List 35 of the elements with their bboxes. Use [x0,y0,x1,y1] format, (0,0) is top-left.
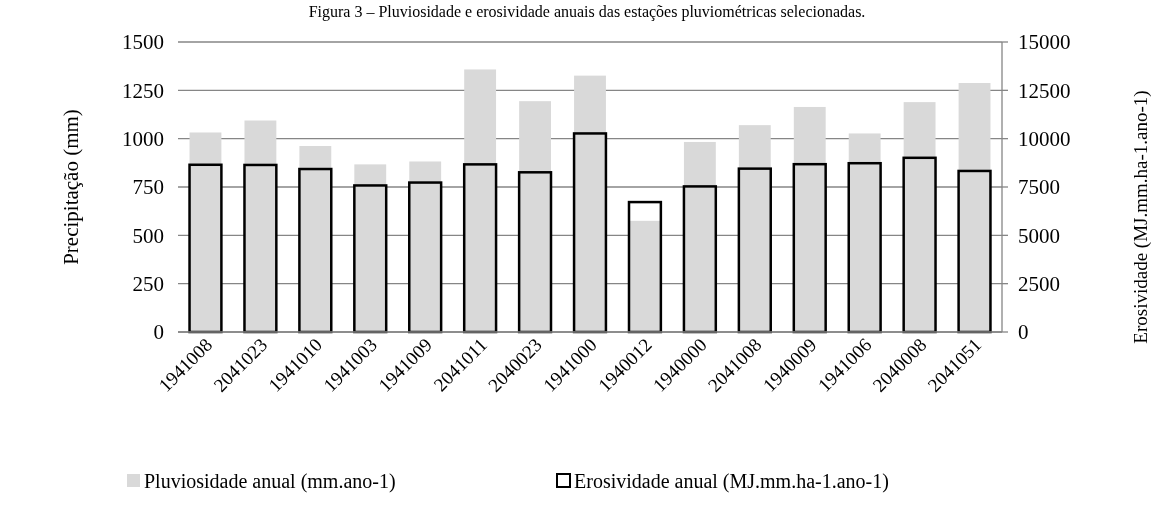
y-tick-label: 500 [132,223,164,248]
bar [464,69,497,332]
y-tick-label: 1250 [122,78,164,103]
y2-tick-label: 12500 [1018,78,1071,103]
bar [299,146,332,332]
bar [409,161,442,332]
y2-tick-label: 2500 [1018,272,1060,297]
bar [189,132,222,332]
bar [903,102,936,332]
y2-tick-label: 5000 [1018,223,1060,248]
y-axis-title: Precipitação (mm) [59,109,83,265]
y2-tick-label: 7500 [1018,175,1060,200]
bar [958,82,991,332]
y-tick-label: 750 [132,175,164,200]
bar [738,125,771,332]
chart-title: Figura 3 – Pluviosidade e erosividade anuais das estações pluviométricas selecionadas. [308,3,866,21]
bar [848,133,881,332]
y2-tick-label: 10000 [1018,127,1071,152]
y2-axis-title: Erosividade (MJ.mm.ha-1.ano-1) [1130,90,1152,344]
y2-tick-label: 15000 [1018,30,1071,55]
legend-label: Pluviosidade anual (mm.ano-1) [144,470,396,493]
bar [627,200,663,334]
bar [574,75,606,332]
bar [629,220,661,332]
y2-tick-label: 0 [1018,320,1029,345]
y-tick-label: 1500 [122,30,164,55]
bar [354,164,387,332]
legend-label: Erosividade anual (MJ.mm.ha-1.ano-1) [574,470,889,493]
y-tick-label: 250 [132,272,164,297]
y-tick-label: 0 [153,320,164,345]
bar [244,120,277,332]
bar [793,106,826,332]
bar [683,141,716,332]
y-tick-label: 1000 [122,127,164,152]
bar [519,101,551,332]
